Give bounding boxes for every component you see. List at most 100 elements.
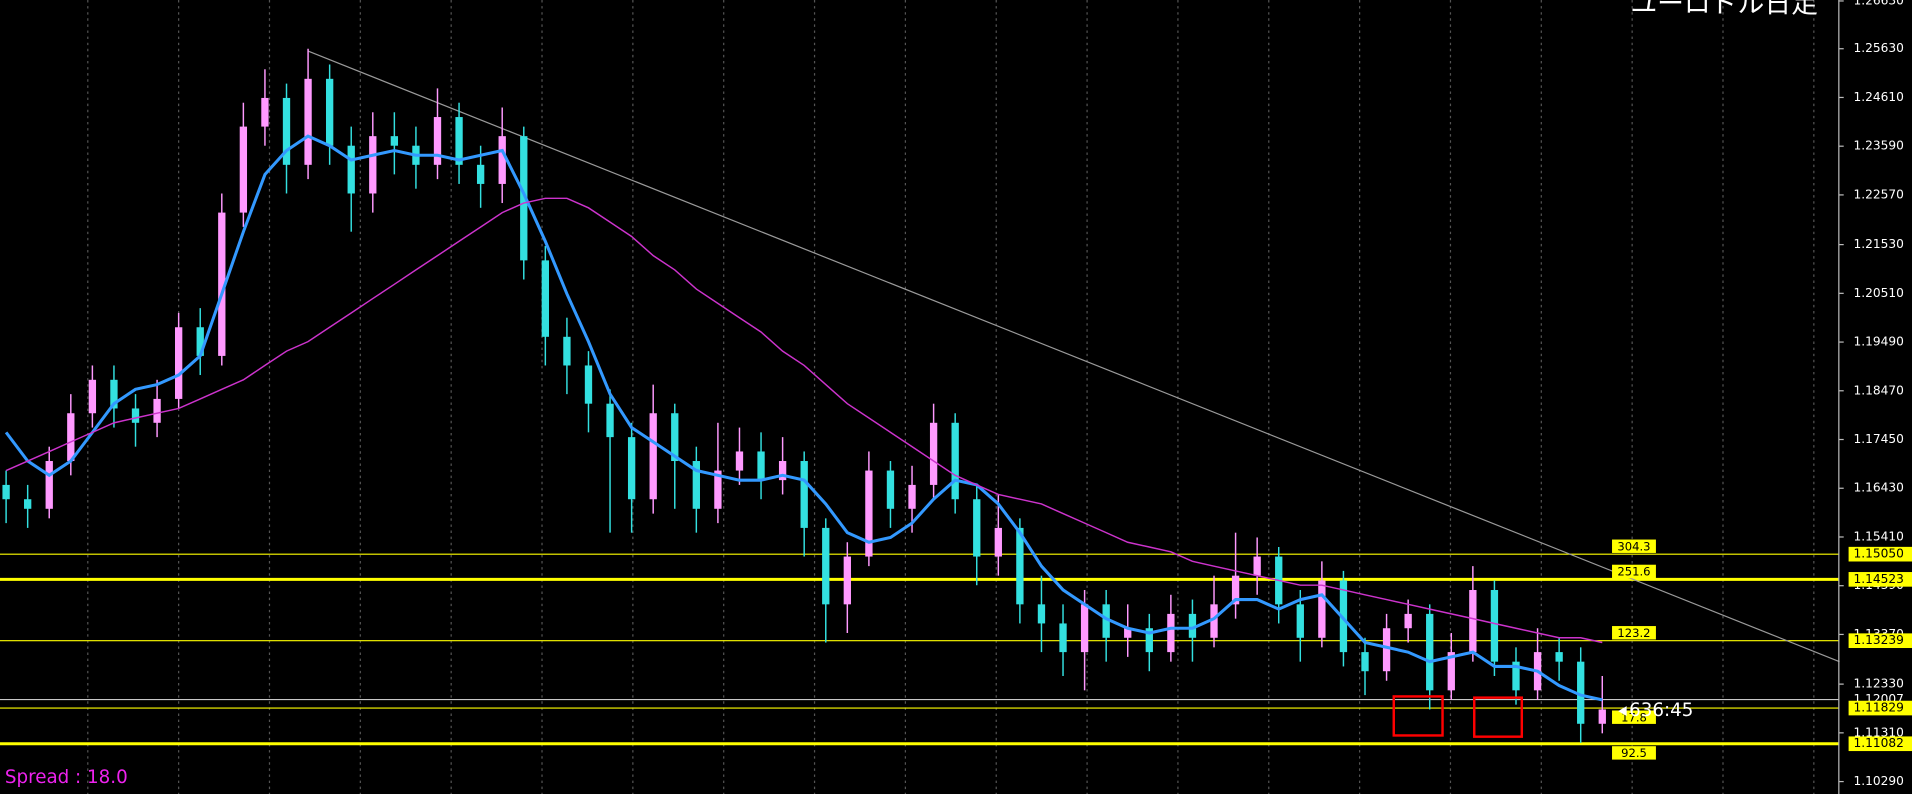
price-label-box (1848, 572, 1912, 587)
candle-body (433, 117, 442, 165)
candle-body (304, 78, 312, 165)
price-label-box (1848, 736, 1912, 752)
candle-body (584, 365, 593, 404)
price-label-box (1848, 546, 1912, 562)
y-tick-label: 1.12330 (1853, 677, 1903, 691)
candle-body (1124, 628, 1132, 638)
candle-body (541, 260, 550, 337)
candle-body (627, 437, 636, 500)
y-tick-label: 1.25630 (1853, 41, 1903, 55)
candle-body (908, 484, 916, 509)
candle-body (1404, 613, 1412, 629)
candle-body (1598, 709, 1606, 724)
y-tick-label: 1.24610 (1853, 90, 1903, 104)
price-label: 1.11082 (1853, 736, 1903, 750)
price-label-box (1848, 700, 1912, 716)
y-tick-label: 1.19490 (1853, 335, 1903, 349)
candle-body (2, 484, 10, 500)
grid (87, 0, 1815, 794)
candle-body (735, 451, 744, 471)
price-label: 1.15050 (1853, 547, 1903, 561)
candle-body (110, 379, 118, 409)
candle-body (1382, 628, 1391, 672)
moving-average (4, 134, 1603, 702)
price-axis: 1.26630 1.25630 1.24610 1.23590 1.22570 1.215… (1838, 0, 1912, 788)
candle-body (1577, 661, 1585, 724)
level-pips: 92.5 (1621, 746, 1647, 760)
level-tag-box (1612, 564, 1656, 579)
moving-average (5, 197, 1603, 644)
candle-body (1426, 613, 1434, 691)
candle-body (778, 461, 787, 481)
candle-body (520, 136, 528, 261)
price-label-box (1848, 633, 1912, 649)
y-tick-label: 1.15410 (1853, 529, 1903, 543)
candle-body (153, 398, 161, 423)
candle-body (1253, 556, 1261, 576)
y-tick-label: 1.16430 (1853, 481, 1903, 495)
y-tick-label: 1.21530 (1853, 237, 1903, 251)
candle-body (174, 327, 183, 399)
candle-body (692, 461, 700, 509)
candle-body (261, 97, 269, 127)
candle-body (865, 470, 873, 557)
y-tick-label: 1.10290 (1853, 774, 1903, 788)
price-label: 1.11829 (1853, 701, 1903, 715)
candle-body (1080, 604, 1089, 653)
trendline (307, 50, 1840, 663)
highlight-box (1473, 696, 1524, 738)
candle-body (1361, 652, 1369, 672)
timer-arrow (1618, 706, 1627, 716)
candle-body (1318, 580, 1326, 638)
level-pips: 304.3 (1617, 539, 1650, 553)
candle-body (1102, 604, 1110, 638)
candle-body (45, 461, 53, 509)
candle-body (218, 212, 226, 356)
candle-body (563, 336, 571, 366)
candle-body (886, 470, 895, 509)
candle-body (1016, 527, 1024, 605)
level-tag-box (1612, 746, 1656, 760)
candle-body (714, 470, 722, 509)
candle-body (1145, 628, 1153, 653)
candle-body (1296, 604, 1304, 638)
y-tick-label: 1.26630 (1853, 0, 1903, 7)
candle-body (1210, 604, 1218, 638)
level-tag-box (1612, 626, 1656, 640)
candle-body (131, 408, 140, 423)
candle-body (347, 145, 355, 194)
candle-body (1339, 580, 1348, 653)
candle-body (1188, 613, 1197, 638)
level-tag-box (1612, 539, 1656, 553)
candle-body (1037, 604, 1046, 624)
candle-body (476, 164, 485, 184)
y-tick-label: 1.23590 (1853, 139, 1903, 153)
candle-body (239, 126, 248, 213)
candle-body (24, 499, 32, 509)
candle-body (1167, 613, 1175, 653)
y-tick-label: 1.20510 (1853, 286, 1903, 300)
level-pips: 17.8 (1621, 710, 1647, 724)
candle-body (1231, 575, 1240, 605)
candle-body (843, 556, 851, 605)
candle-body (800, 461, 808, 528)
candle-body (822, 527, 830, 605)
candle-body (88, 379, 97, 414)
candle-body (282, 97, 291, 165)
candle-body (951, 422, 959, 500)
level-pips: 123.2 (1617, 626, 1650, 640)
candle-body (1447, 652, 1455, 691)
y-tick-label: 1.17450 (1853, 432, 1903, 446)
candle-body (1059, 623, 1067, 653)
y-tick-label: 1.11310 (1853, 725, 1903, 739)
y-tick-label: 1.22570 (1853, 187, 1903, 201)
candle-body (606, 403, 614, 438)
highlight-box (1392, 695, 1444, 737)
candle-body (973, 499, 981, 557)
price-label: 1.14523 (1853, 572, 1903, 586)
y-tick-label: 1.18470 (1853, 383, 1903, 397)
price-label: 1.13239 (1853, 633, 1903, 647)
